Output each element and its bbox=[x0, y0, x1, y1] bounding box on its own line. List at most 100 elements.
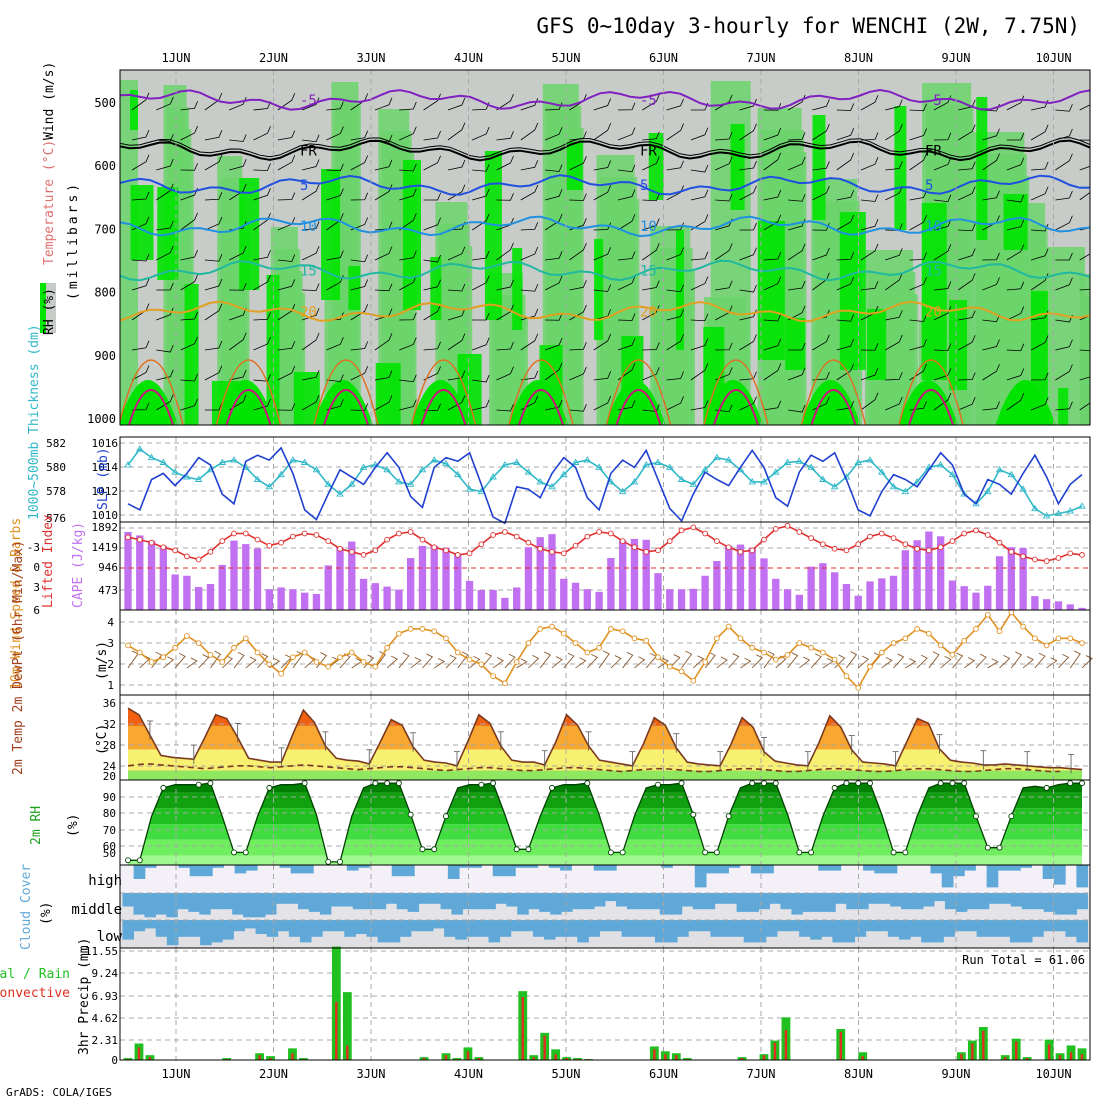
upper-air-wind-barb bbox=[982, 252, 1000, 261]
contour-label-10: 10 bbox=[640, 219, 657, 235]
wind10m-barb bbox=[999, 654, 1011, 669]
cloud-cover-bar-low bbox=[832, 920, 844, 943]
cloud-cover-bar-low bbox=[865, 920, 878, 932]
cloud-cover-bar-middle bbox=[1010, 893, 1023, 907]
cape-bar bbox=[948, 580, 957, 610]
temperature-label: Temperature (°C) bbox=[42, 140, 57, 265]
cloud-cover-bar-low bbox=[887, 920, 900, 937]
rh-point bbox=[902, 849, 909, 856]
cloud-cover-bar-low bbox=[366, 920, 379, 937]
contour-25c-hump bbox=[518, 389, 564, 425]
upper-air-wind-barb bbox=[180, 373, 198, 382]
temperature-contour-15 bbox=[120, 259, 1090, 282]
wind-speed-point bbox=[1055, 635, 1062, 642]
precip-convective-bar bbox=[1047, 1044, 1051, 1060]
lifted-index-point bbox=[690, 524, 697, 531]
wind-speed-point bbox=[1043, 642, 1050, 649]
cloud-cover-bar-low bbox=[322, 920, 334, 932]
cloud-cover-bar-middle bbox=[188, 893, 200, 912]
lifted-index-point bbox=[890, 535, 897, 541]
upper-air-wind-barb bbox=[1079, 314, 1090, 321]
upper-air-wind-barb bbox=[277, 341, 296, 351]
lifted-index-point bbox=[878, 530, 885, 537]
precip-convective-bar bbox=[664, 1054, 667, 1060]
cloud-cover-bar-middle bbox=[846, 893, 858, 910]
top-day-labels: 1JUN 2JUN 3JUN 4JUN 5JUN 6JUN 7JUN 8JUN 9JUN 10JU… bbox=[162, 51, 1072, 65]
upper-air-wind-barb bbox=[545, 164, 563, 172]
upper-air-wind-barb bbox=[156, 307, 174, 321]
thickness-point bbox=[124, 461, 132, 468]
thickness-point bbox=[147, 453, 156, 461]
upper-air-wind-barb bbox=[399, 250, 417, 261]
wind10m-barb bbox=[763, 650, 775, 669]
cloud-cover-bar-low bbox=[299, 920, 312, 943]
lifted-index-point bbox=[855, 541, 862, 548]
cloud-cover-bar-low bbox=[410, 920, 423, 932]
upper-air-wind-barb bbox=[690, 400, 709, 411]
wind10m-barb bbox=[221, 655, 234, 669]
wind-speed-point bbox=[466, 656, 473, 663]
cloud-cover-bar-middle bbox=[933, 893, 946, 902]
precip-convective-bar bbox=[784, 1029, 788, 1060]
wind10m-barb bbox=[480, 652, 493, 669]
wind-speed-point bbox=[195, 640, 202, 646]
precip-convective-bar bbox=[971, 1043, 974, 1060]
upper-air-wind-barb bbox=[958, 161, 976, 171]
upper-air-wind-barb bbox=[909, 277, 927, 291]
rh-point bbox=[136, 857, 143, 864]
cloud-level-label: high bbox=[88, 873, 122, 889]
lifted-index-point bbox=[478, 541, 485, 548]
cloud-cover-bar-low bbox=[677, 920, 689, 937]
cape-bar bbox=[642, 539, 650, 610]
rh-point bbox=[160, 784, 167, 791]
rh-line bbox=[128, 782, 1082, 863]
upper-air-wind-barb bbox=[958, 397, 976, 411]
lifted-index-point bbox=[136, 536, 143, 543]
rh2m-tick-label: 70 bbox=[103, 824, 116, 837]
thickness-point bbox=[1007, 470, 1016, 478]
upper-air-wind-barb bbox=[228, 332, 247, 351]
cloud-cover-bar-middle bbox=[944, 893, 957, 910]
cloud-cover-bar-middle bbox=[144, 893, 156, 918]
upper-air-wind-barb bbox=[642, 94, 660, 111]
upper-air-wind-barb bbox=[617, 276, 636, 291]
upper-air-wind-barb bbox=[666, 123, 684, 141]
cloud-cover-bar-middle bbox=[637, 893, 650, 910]
thickness-point bbox=[595, 463, 603, 470]
thickness-point bbox=[312, 465, 321, 473]
upper-air-wind-barb bbox=[763, 363, 782, 381]
upper-air-wind-barb bbox=[545, 313, 563, 321]
cape-bar bbox=[1042, 599, 1051, 610]
rh-saturated-plume bbox=[430, 257, 442, 320]
upper-air-wind-barb bbox=[520, 246, 539, 261]
upper-air-wind-barb bbox=[739, 396, 757, 411]
upper-air-wind-barb bbox=[131, 129, 150, 141]
upper-air-wind-barb bbox=[666, 247, 684, 261]
temp2m-tick-label: 32 bbox=[103, 718, 116, 731]
upper-air-wind-barb bbox=[1006, 393, 1025, 411]
thickness-point bbox=[901, 487, 910, 495]
temp-band-warm bbox=[128, 725, 1082, 750]
upper-air-wind-barb bbox=[617, 251, 636, 261]
cape-bar bbox=[300, 592, 309, 610]
wind10m-barb bbox=[374, 651, 387, 669]
upper-air-wind-barb bbox=[1079, 104, 1090, 111]
upper-air-wind-barb bbox=[423, 341, 441, 351]
upper-air-wind-barb bbox=[885, 248, 903, 261]
wind-speed-point bbox=[278, 670, 284, 677]
precip-convective-bar bbox=[269, 1058, 272, 1060]
cloud-cover-bar-middle bbox=[539, 893, 551, 912]
thickness-point bbox=[336, 490, 344, 497]
upper-air-wind-barb bbox=[788, 132, 806, 141]
lifted-index-point bbox=[1043, 558, 1050, 564]
lifted-index-point bbox=[902, 541, 909, 548]
cloud-cover-bar-high bbox=[593, 865, 606, 871]
upper-air-wind-barb bbox=[860, 243, 879, 261]
cape-bar bbox=[242, 544, 250, 610]
upper-air-wind-barb bbox=[569, 280, 587, 291]
contour-25c-hump bbox=[908, 389, 954, 425]
lifted-index-point bbox=[1079, 552, 1085, 558]
cloud-cover-bar-high bbox=[212, 865, 224, 868]
upper-air-wind-barb bbox=[496, 93, 514, 111]
cape-bar bbox=[854, 595, 862, 610]
